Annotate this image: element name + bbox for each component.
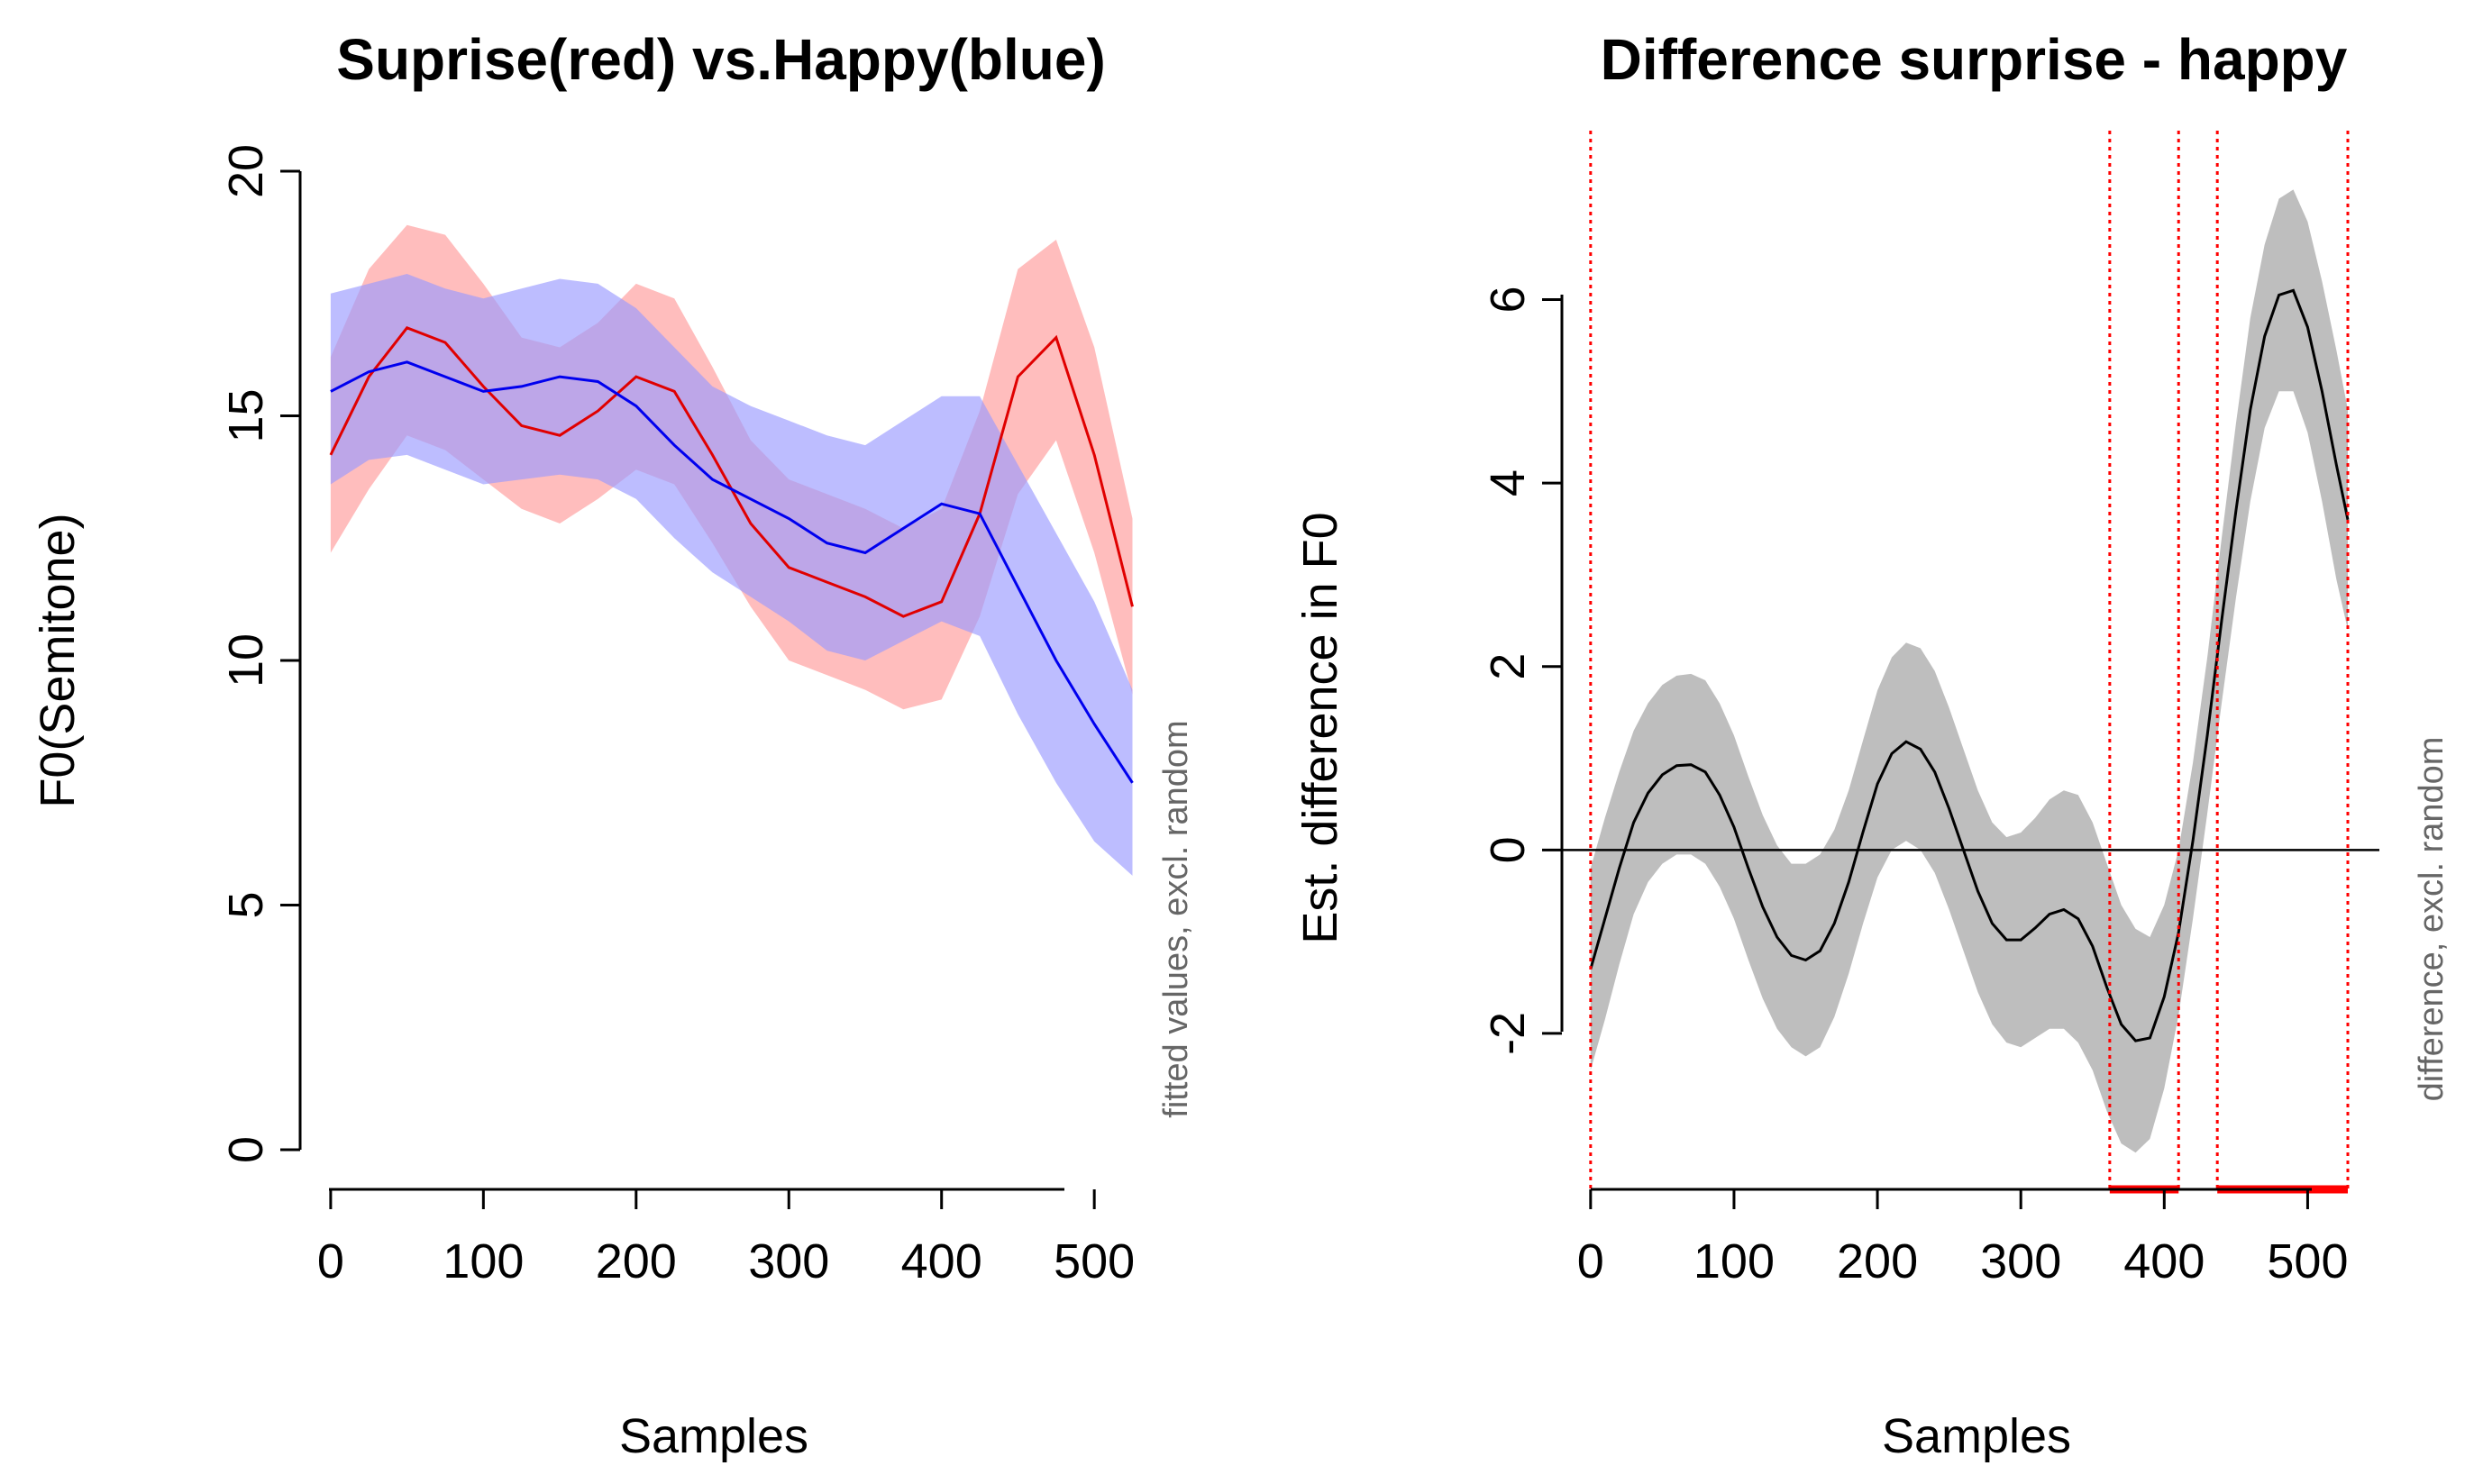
band-difference [1590,189,2348,1153]
band-happy [330,274,1133,876]
left-side-label: fitted values, excl. random [1157,720,1195,1117]
left-x-axis-title: Samples [619,1409,808,1463]
right-side-label: difference, excl. random [2413,737,2451,1102]
x-tick-label: 100 [443,1234,524,1288]
right-x-axis-title: Samples [1882,1409,2071,1463]
y-tick-label: 5 [219,891,273,918]
x-tick-label: 200 [596,1234,677,1288]
y-tick-label: 6 [1481,286,1535,313]
x-tick-label: 0 [1577,1234,1604,1288]
x-tick-label: 400 [901,1234,982,1288]
right-y-ticks: -2 0 2 4 6 [1481,286,1562,1055]
right-y-axis-title: Est. difference in F0 [1293,512,1347,943]
right-significance-markers [1589,131,2350,1194]
left-confidence-bands [330,224,1133,876]
line-happy [330,360,1134,784]
x-tick-label: 300 [748,1234,829,1288]
y-tick-label: 20 [219,144,273,198]
left-y-axis-title: F0(Semitone) [31,513,85,807]
line-difference [1589,288,2350,1042]
y-tick-label: -2 [1481,1012,1535,1055]
left-chart-title: Suprise(red) vs.Happy(blue) [336,27,1106,92]
y-tick-label: 0 [219,1136,273,1163]
right-x-ticks: 0 100 200 300 400 500 [1577,1189,2348,1288]
x-tick-label: 300 [1980,1234,2061,1288]
y-tick-label: 4 [1481,469,1535,496]
right-chart-title: Difference surprise - happy [1601,27,2348,92]
y-tick-label: 10 [219,633,273,687]
x-tick-label: 500 [2267,1234,2348,1288]
y-tick-label: 15 [219,388,273,442]
x-tick-label: 100 [1693,1234,1775,1288]
left-y-ticks: 0 5 10 15 20 [219,144,300,1163]
right-panel: Difference surprise - happy -2 0 2 4 6 0 100 2… [1293,27,2451,1463]
left-panel: Suprise(red) vs.Happy(blue) 0 5 10 15 20 0 10… [31,27,1195,1463]
x-tick-label: 500 [1054,1234,1135,1288]
x-tick-label: 0 [317,1234,344,1288]
right-confidence-band [1590,189,2348,1153]
left-fitted-lines [329,326,1134,784]
x-tick-label: 200 [1837,1234,1918,1288]
left-x-ticks: 0 100 200 300 400 500 [317,1189,1135,1288]
right-difference-line [1589,288,2350,1042]
x-tick-label: 400 [2123,1234,2205,1288]
y-tick-label: 0 [1481,836,1535,863]
y-tick-label: 2 [1481,653,1535,680]
